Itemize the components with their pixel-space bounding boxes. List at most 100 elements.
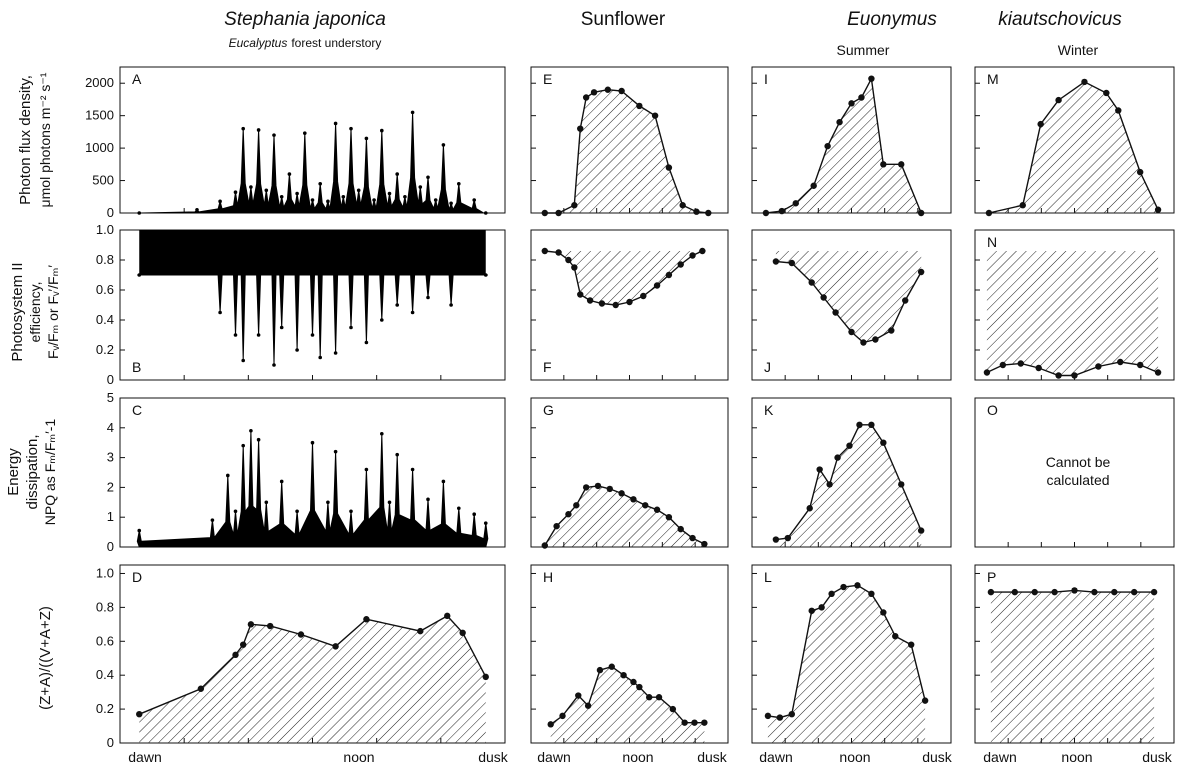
panel-p-point — [1011, 588, 1018, 596]
panel-a-point — [195, 207, 199, 212]
y-tick-label: 2 — [107, 479, 114, 494]
x-tick-noon-col2: noon — [622, 749, 653, 765]
panel-d-point — [297, 631, 305, 638]
y-tick-label: 2000 — [85, 75, 114, 90]
panel-c-point — [241, 443, 245, 448]
y-tick-label: 0.2 — [96, 701, 114, 716]
panel-k-point — [880, 439, 887, 446]
panel-b-point — [380, 318, 384, 322]
panel-e-point — [590, 89, 598, 96]
row2-label-line2: efficiency, — [27, 282, 43, 343]
panel-a-point — [256, 128, 261, 132]
panel-e-point — [571, 202, 578, 209]
panel-j-point — [808, 279, 815, 286]
panel-n-point — [1117, 358, 1124, 366]
x-tick-dawn-col1: dawn — [128, 749, 161, 765]
panel-f-point — [699, 247, 706, 255]
panel-a-letter: A — [132, 71, 142, 87]
panel-a-point — [303, 131, 307, 135]
panel-i-point — [917, 209, 925, 217]
panel-k-point — [898, 481, 905, 488]
panel-a-point — [410, 110, 415, 115]
panel-l-letter: L — [764, 569, 772, 585]
panel-a-point — [380, 128, 384, 133]
panel-l-point — [892, 633, 899, 640]
y-tick-label: 1 — [107, 509, 114, 524]
panel-k-point — [856, 421, 863, 429]
panel-g-point — [677, 525, 684, 533]
panel-f-point — [565, 256, 572, 264]
panel-c-point — [364, 467, 369, 472]
panel-a-point — [318, 182, 323, 186]
panel-p-point — [1031, 588, 1038, 596]
panel-h-point — [584, 702, 592, 709]
panel-l-point — [880, 609, 887, 616]
panel-h: H — [530, 564, 729, 744]
panel-p-point — [1051, 588, 1058, 596]
panel-l-point — [788, 710, 795, 718]
panel-e-point — [679, 202, 686, 209]
panel-d-point — [417, 627, 424, 635]
panel-l-point — [828, 590, 835, 598]
y-tick-label: 0 — [107, 735, 114, 750]
panel-k-series-line — [775, 424, 922, 541]
panel-g-letter: G — [543, 402, 554, 418]
panel-g-point — [642, 502, 649, 509]
panel-f-point — [598, 300, 606, 307]
panel-o-note-line2: calculated — [1046, 472, 1109, 488]
panel-i-point — [836, 118, 843, 126]
panel-e-point — [604, 86, 612, 93]
panel-a-point — [279, 194, 284, 199]
panel-a-point — [341, 194, 346, 199]
panel-c-point — [483, 521, 488, 525]
panel-e-letter: E — [543, 71, 552, 87]
panel-m: M — [974, 66, 1175, 217]
panel-f-hatched-area — [544, 251, 703, 305]
x-tick-dusk-col1: dusk — [478, 749, 509, 765]
panel-m-point — [1081, 78, 1088, 86]
panel-c-point — [310, 440, 315, 445]
y-tick-label: 0.6 — [96, 282, 114, 297]
panel-i-point — [810, 182, 817, 189]
col1-subtitle-rest: forest understory — [291, 36, 381, 50]
y-tick-label: 0.6 — [96, 633, 114, 648]
panel-l-point — [818, 604, 825, 611]
panel-g-point — [689, 534, 696, 542]
panel-c-point — [380, 431, 384, 436]
panel-o: O — [974, 397, 1175, 548]
y-tick-label: 0 — [107, 539, 114, 554]
x-tick-noon-col4: noon — [1061, 749, 1092, 765]
panel-f: F — [530, 229, 729, 381]
panel-i-point — [898, 161, 905, 168]
panel-n-series-line — [986, 361, 1159, 377]
panel-c-point — [279, 479, 284, 484]
panel-a-point — [249, 185, 253, 189]
panel-i-letter: I — [764, 71, 768, 87]
panel-d-point — [482, 673, 489, 681]
panel-p-point — [1071, 587, 1078, 594]
panel-h-point — [636, 683, 643, 691]
panel-k-point — [784, 534, 792, 542]
x-tick-noon-col3: noon — [839, 749, 870, 765]
panel-a-point — [372, 198, 376, 202]
panel-l-point — [840, 583, 847, 591]
panel-b-point — [310, 333, 315, 337]
panel-a-point — [395, 172, 400, 176]
panel-f-point — [541, 247, 548, 255]
panel-k-point — [816, 466, 823, 473]
panel-i: I — [751, 66, 952, 217]
panel-e-point — [618, 87, 625, 95]
panel-d-point — [247, 621, 255, 628]
panel-c-point — [457, 506, 461, 511]
panel-f-point — [586, 297, 594, 304]
row1-label: Photon flux density, μmol photons m⁻² s⁻… — [17, 72, 53, 207]
panel-a-point — [137, 211, 142, 215]
panel-d-point — [363, 616, 370, 623]
panel-d-hatched-area — [139, 615, 486, 743]
panel-m-point — [1115, 107, 1122, 114]
panel-k-point — [772, 536, 780, 543]
panel-k: K — [751, 397, 952, 548]
panel-p-point — [987, 588, 995, 596]
panel-l-point — [776, 714, 784, 721]
panel-c-letter: C — [132, 402, 142, 418]
